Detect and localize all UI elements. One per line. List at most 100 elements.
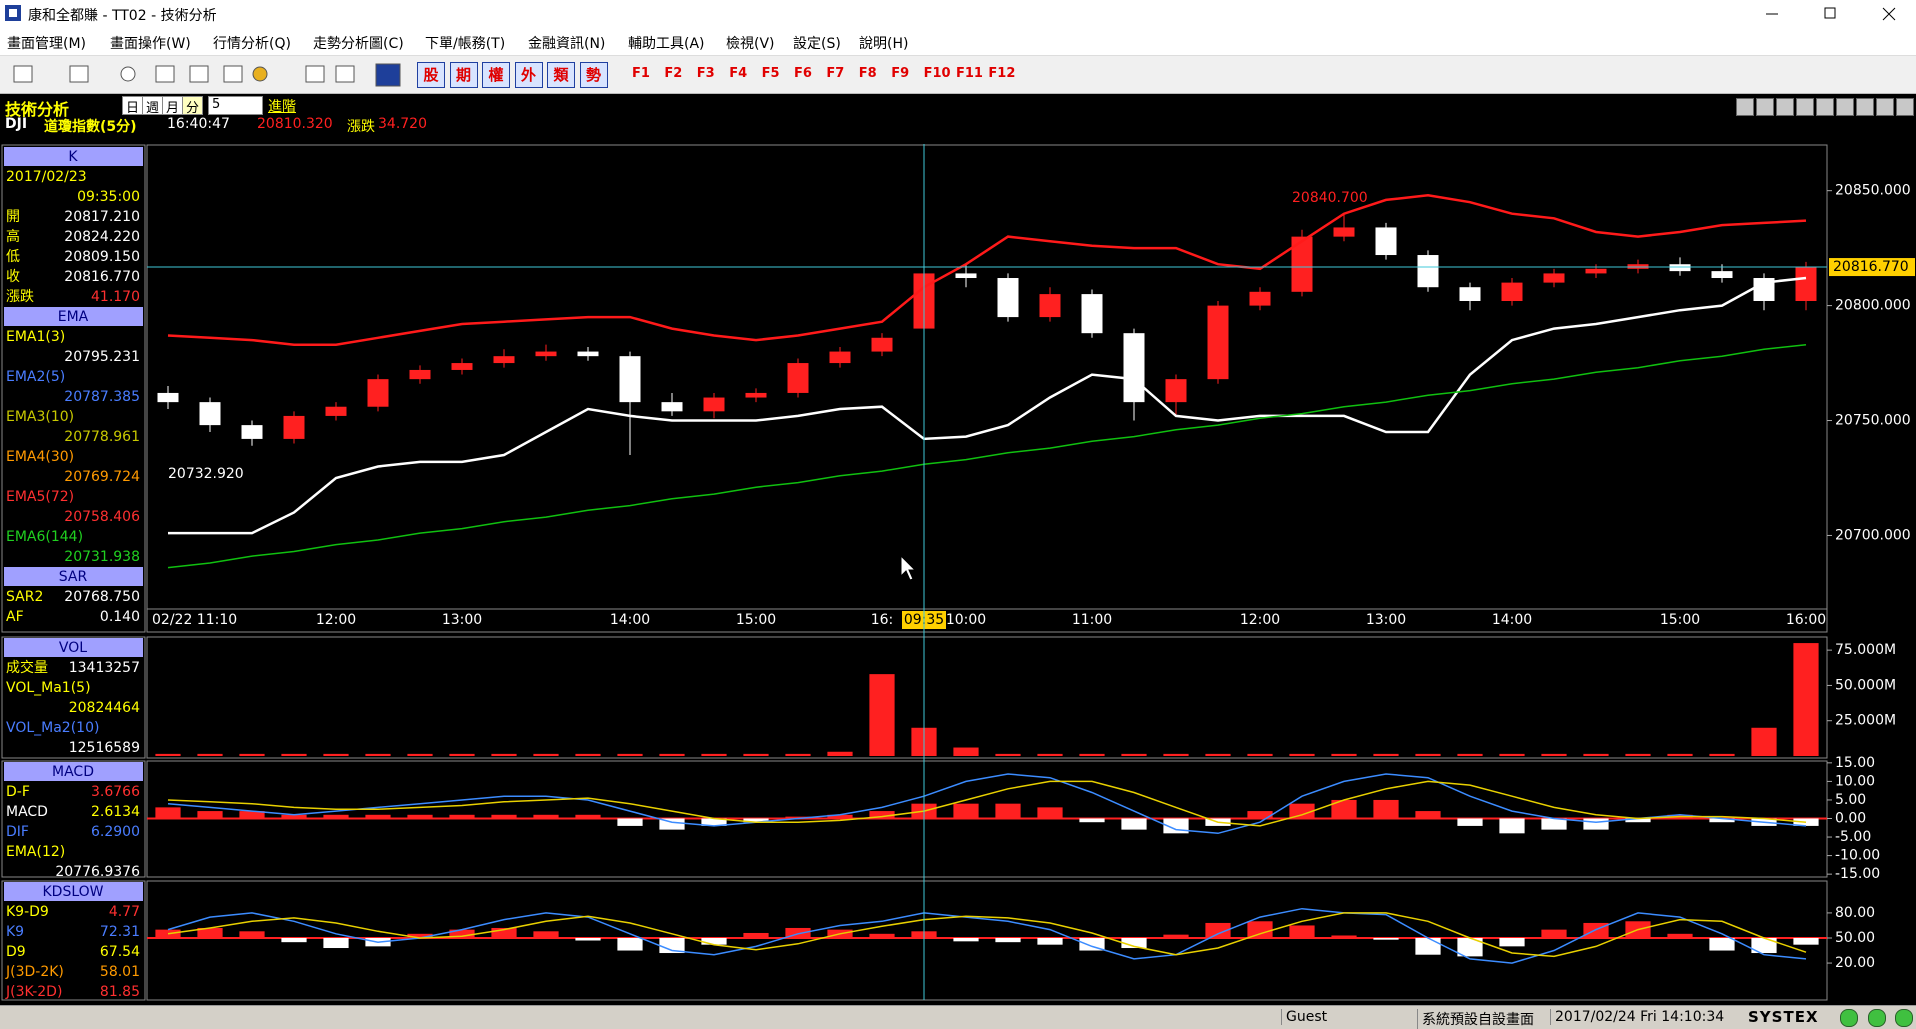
function-key[interactable]: F7 — [826, 66, 845, 81]
bar — [1373, 799, 1399, 819]
quick-button[interactable]: 期 — [449, 62, 478, 88]
symbol-name: 道瓊指數(5分) — [44, 119, 137, 135]
function-key[interactable]: F2 — [664, 66, 683, 81]
maximize[interactable] — [1824, 7, 1836, 19]
info-label: 高 — [6, 228, 20, 245]
mouse-pointer — [900, 554, 917, 581]
chart-tool[interactable] — [1796, 98, 1814, 116]
panel-header-bg — [4, 567, 143, 586]
period-button[interactable]: 週 — [142, 96, 163, 116]
menu-item[interactable]: 走勢分析圖(C) — [313, 36, 404, 52]
candle-body — [1291, 236, 1313, 292]
menu-item[interactable]: 說明(H) — [859, 36, 909, 52]
close[interactable] — [1882, 7, 1896, 21]
plot-frame — [146, 636, 1828, 759]
candle-body — [493, 356, 515, 364]
info-label: AF — [6, 609, 24, 625]
function-key[interactable]: F3 — [696, 66, 715, 81]
candle-body — [1417, 255, 1439, 288]
quick-button[interactable]: 股 — [417, 62, 445, 88]
menu-item[interactable]: 行情分析(Q) — [213, 36, 291, 52]
bar — [323, 753, 349, 756]
plot-frame — [146, 880, 1828, 1001]
status-icon — [1868, 1009, 1886, 1027]
candle-body — [451, 363, 473, 370]
menu-item[interactable]: 下單/帳務(T) — [425, 36, 506, 52]
candle-body — [1543, 273, 1565, 283]
candle-body — [745, 392, 767, 398]
quick-button[interactable]: 權 — [482, 62, 510, 88]
chart-tool[interactable] — [1776, 98, 1794, 116]
chart-tool[interactable] — [1856, 98, 1874, 116]
candle-body — [1459, 287, 1481, 301]
menu-item[interactable]: 檢視(V) — [726, 36, 775, 52]
bar — [197, 927, 223, 938]
y-tick-label: -10.00 — [1835, 848, 1880, 864]
panel-header-bg — [4, 882, 143, 901]
chart-tool[interactable] — [1816, 98, 1834, 116]
menu-item[interactable]: 設定(S) — [793, 36, 841, 52]
candle-body — [1669, 264, 1691, 272]
bar — [701, 937, 727, 945]
function-key[interactable]: F1 — [632, 66, 650, 81]
panel-header-bg — [4, 307, 143, 326]
quick-button[interactable]: 外 — [514, 62, 543, 88]
function-key[interactable]: F5 — [761, 66, 780, 81]
annotation-low: 20732.920 — [168, 466, 244, 482]
function-key[interactable]: F11 — [956, 66, 983, 81]
chart-tool[interactable] — [1756, 98, 1774, 116]
panel-header-bg — [4, 147, 143, 166]
chart-tool[interactable] — [1736, 98, 1754, 116]
info-label: D9 — [6, 944, 26, 960]
bar — [1457, 818, 1483, 826]
info-label: 2017/02/23 — [6, 169, 87, 185]
window-controls[interactable] — [1740, 0, 1916, 27]
quick-button[interactable]: 勢 — [579, 62, 608, 88]
candle-body — [241, 425, 263, 439]
chart-tool[interactable] — [1876, 98, 1894, 116]
info-label: 低 — [6, 249, 20, 265]
menu-item[interactable]: 畫面管理(M) — [7, 36, 87, 52]
x-tick-label: 14:00 — [1492, 612, 1532, 628]
menu-item[interactable]: 畫面操作(W) — [110, 36, 191, 52]
x-tick-label: 13:00 — [442, 612, 482, 628]
period-button[interactable]: 分 — [182, 96, 203, 116]
bar — [659, 937, 685, 954]
info-label: DIF — [6, 824, 29, 840]
bar — [1541, 753, 1567, 756]
candle-body — [367, 379, 389, 407]
bar — [1205, 922, 1231, 938]
info-label: J(3K-2D) — [5, 984, 62, 1000]
info-value: 20769.724 — [64, 469, 140, 485]
tool-icons[interactable] — [8, 61, 408, 89]
info-panel-frame — [1, 144, 146, 633]
x-tick-label: 10:00 — [946, 612, 986, 628]
function-key[interactable]: F12 — [988, 66, 1016, 81]
y-tick-label: 20850.000 — [1835, 183, 1911, 199]
function-key[interactable]: F9 — [891, 66, 910, 81]
function-key[interactable]: F6 — [794, 66, 812, 81]
period-button[interactable]: 日 — [122, 96, 143, 116]
bar — [827, 751, 853, 756]
info-label: D-F — [6, 784, 30, 800]
quick-button[interactable]: 類 — [547, 62, 575, 88]
bar — [1289, 803, 1315, 819]
chart-tool[interactable] — [1896, 98, 1914, 116]
info-value: 20776.9376 — [55, 864, 140, 880]
period-button[interactable]: 月 — [162, 96, 183, 116]
panel-header: KDSLOW — [42, 884, 103, 900]
function-key[interactable]: F10 — [923, 66, 951, 81]
bar — [365, 814, 391, 819]
interval-select[interactable]: 5 — [208, 96, 263, 115]
advanced-link[interactable]: 進階 — [268, 99, 296, 115]
menu-item[interactable]: 輔助工具(A) — [628, 36, 705, 52]
info-value: 72.31 — [100, 924, 140, 940]
info-value: 3.6766 — [91, 784, 140, 800]
chart-tool[interactable] — [1836, 98, 1854, 116]
bar — [701, 753, 727, 756]
function-key[interactable]: F8 — [858, 66, 877, 81]
menu-item[interactable]: 金融資訊(N) — [528, 36, 606, 52]
bar — [869, 674, 895, 756]
function-key[interactable]: F4 — [729, 66, 748, 81]
